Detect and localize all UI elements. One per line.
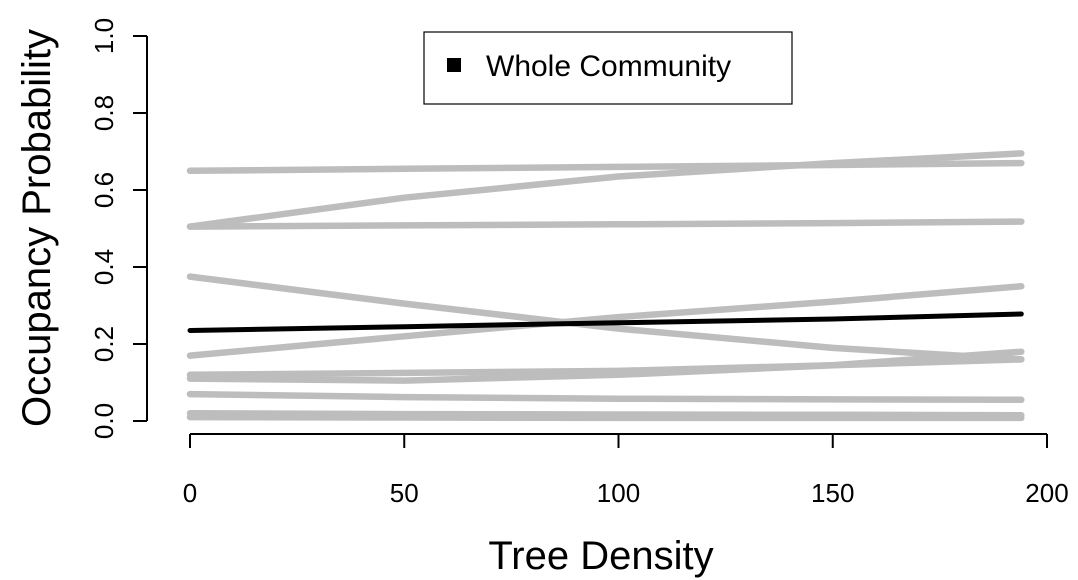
- series-line-species-4: [186, 273, 1025, 363]
- series-line-species-10: [186, 413, 1025, 422]
- series-line-species-2: [186, 150, 1025, 230]
- legend: Whole Community: [423, 31, 793, 105]
- series-layer: [186, 150, 1025, 422]
- x-tick-label: 50: [390, 478, 419, 508]
- ticks-layer: 0 50 100 150 200 0.0 0.2 0.4 0.6 0.8 1.0: [89, 18, 1069, 508]
- series-line-species-1: [186, 159, 1025, 175]
- x-tick-label: 200: [1025, 478, 1068, 508]
- series-line-whole-community: [187, 311, 1024, 333]
- legend-swatch: [447, 58, 461, 72]
- x-tick-label: 100: [597, 478, 640, 508]
- legend-label: Whole Community: [486, 50, 731, 83]
- legend-box: [423, 31, 793, 105]
- series-line-species-5: [186, 283, 1025, 359]
- y-tick-label: 0.6: [89, 172, 119, 208]
- y-tick-label: 1.0: [89, 18, 119, 54]
- y-tick-label: 0.4: [89, 249, 119, 285]
- series-line-species-7: [186, 348, 1025, 384]
- y-tick-label: 0.0: [89, 403, 119, 439]
- y-axis-title: Occupancy Probability: [15, 29, 59, 427]
- series-line-species-3: [186, 218, 1025, 230]
- x-tick-label: 150: [811, 478, 854, 508]
- series-line-species-8: [186, 390, 1025, 404]
- y-tick-label: 0.8: [89, 95, 119, 131]
- x-tick-label: 0: [183, 478, 197, 508]
- y-tick-label: 0.2: [89, 326, 119, 362]
- x-axis-title: Tree Density: [488, 534, 713, 578]
